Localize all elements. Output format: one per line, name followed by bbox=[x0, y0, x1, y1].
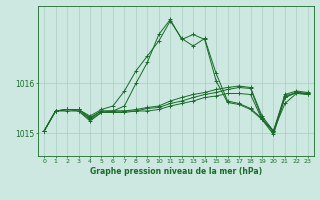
X-axis label: Graphe pression niveau de la mer (hPa): Graphe pression niveau de la mer (hPa) bbox=[90, 167, 262, 176]
